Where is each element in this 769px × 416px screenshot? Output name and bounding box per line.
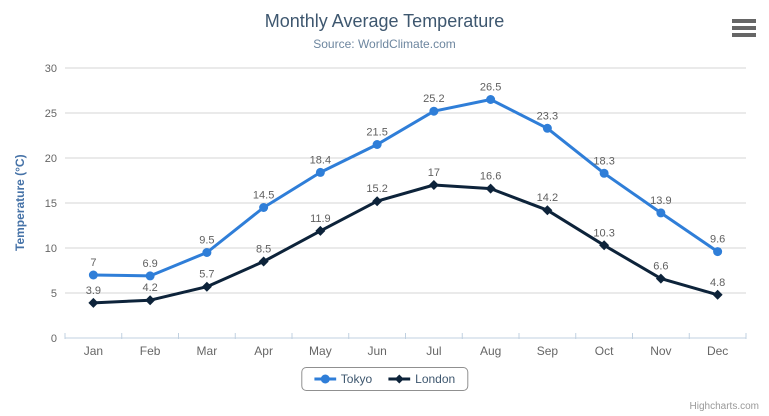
series-line-tokyo[interactable]: [91, 98, 720, 278]
data-point-london[interactable]: [372, 196, 383, 207]
diamond-marker-icon: [388, 374, 411, 384]
data-label: 18.4: [310, 154, 331, 166]
data-label: 4.8: [710, 277, 725, 289]
data-label: 14.2: [537, 192, 558, 204]
data-point-tokyo[interactable]: [202, 248, 212, 257]
context-menu-button[interactable]: [732, 19, 758, 37]
data-point-london[interactable]: [485, 183, 496, 194]
data-label: 6.9: [142, 258, 157, 270]
data-point-tokyo[interactable]: [486, 95, 496, 104]
data-point-tokyo[interactable]: [599, 168, 609, 178]
data-label: 5.7: [199, 269, 214, 281]
y-axis-label: 20: [45, 153, 57, 165]
legend: Tokyo London: [300, 367, 469, 391]
data-label: 25.2: [423, 93, 444, 105]
data-label: 15.2: [366, 183, 387, 195]
data-label: 10.3: [593, 227, 614, 239]
data-point-london[interactable]: [655, 273, 666, 284]
data-point-london[interactable]: [145, 295, 156, 306]
y-axis-label: 30: [45, 63, 57, 75]
data-point-tokyo[interactable]: [315, 167, 325, 177]
data-label: 13.9: [650, 195, 671, 207]
chart-subtitle: Source: WorldClimate.com: [313, 37, 456, 51]
data-label: 9.6: [710, 234, 725, 246]
data-label: 21.5: [366, 127, 387, 139]
data-label: 9.5: [199, 235, 214, 247]
data-point-london[interactable]: [258, 256, 269, 267]
y-axis-label: 15: [45, 198, 57, 210]
x-axis-label: Feb: [140, 344, 161, 358]
data-point-tokyo[interactable]: [372, 140, 382, 149]
data-point-tokyo[interactable]: [429, 106, 439, 116]
chart-title: Monthly Average Temperature: [264, 11, 505, 31]
data-point-london[interactable]: [88, 297, 99, 308]
data-point-london[interactable]: [428, 180, 439, 190]
data-label: 3.9: [86, 285, 101, 297]
data-point-london[interactable]: [712, 289, 723, 300]
data-label: 23.3: [537, 110, 558, 122]
data-label: 14.5: [253, 190, 274, 202]
data-label: 6.6: [653, 261, 668, 273]
data-point-london[interactable]: [315, 225, 326, 236]
series-line-london[interactable]: [91, 183, 720, 305]
x-axis-label: Jun: [367, 344, 386, 358]
data-label: 7: [90, 257, 96, 269]
legend-item-label: London: [415, 372, 456, 386]
data-point-tokyo[interactable]: [259, 203, 269, 212]
x-axis-label: Oct: [595, 344, 614, 358]
legend-item-london[interactable]: London: [388, 372, 455, 386]
data-point-tokyo[interactable]: [713, 247, 723, 257]
data-point-tokyo[interactable]: [88, 270, 98, 280]
data-point-tokyo[interactable]: [542, 123, 552, 133]
data-label: 16.6: [480, 171, 501, 183]
legend-item-tokyo[interactable]: Tokyo: [313, 372, 373, 386]
data-label: 18.3: [593, 155, 614, 167]
x-axis-label: Mar: [197, 344, 218, 358]
x-axis-label: Aug: [480, 344, 501, 358]
x-axis-label: Jan: [84, 344, 103, 358]
y-axis-label: 5: [51, 288, 57, 300]
data-point-london[interactable]: [542, 205, 553, 216]
data-label: 11.9: [310, 213, 331, 225]
data-label: 8.5: [256, 244, 271, 256]
hamburger-icon: [732, 26, 756, 30]
data-label: 17: [428, 167, 440, 179]
y-axis-label: 25: [45, 108, 57, 120]
x-axis-label: Dec: [707, 344, 728, 358]
data-point-tokyo[interactable]: [656, 208, 666, 218]
hamburger-icon: [732, 19, 756, 23]
x-axis-label: Nov: [650, 344, 671, 358]
data-label: 26.5: [480, 82, 501, 94]
data-point-tokyo[interactable]: [145, 271, 155, 281]
data-label: 4.2: [142, 282, 157, 294]
hamburger-icon: [732, 33, 756, 37]
y-axis-label: 10: [45, 243, 57, 255]
x-axis-label: Sep: [537, 344, 559, 358]
circle-marker-icon: [313, 374, 336, 384]
legend-item-label: Tokyo: [340, 372, 373, 386]
x-axis-label: Apr: [254, 344, 273, 358]
data-point-london[interactable]: [201, 281, 212, 292]
data-point-london[interactable]: [599, 240, 610, 251]
y-axis-label: 0: [51, 333, 57, 345]
x-axis-label: May: [309, 344, 332, 358]
x-axis-label: Jul: [426, 344, 441, 358]
credits-link[interactable]: Highcharts.com: [689, 401, 759, 412]
